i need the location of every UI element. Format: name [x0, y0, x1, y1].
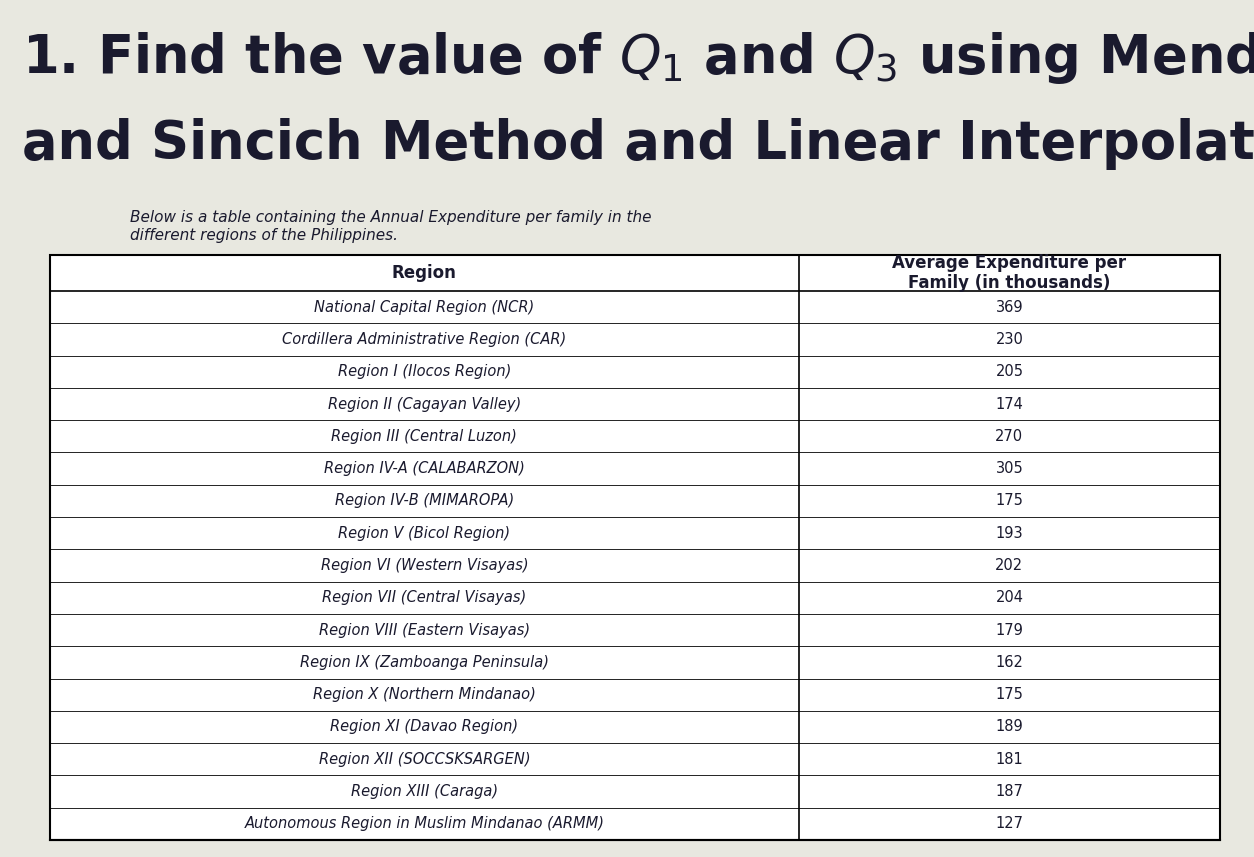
Text: Region IV-A (CALABARZON): Region IV-A (CALABARZON)	[324, 461, 525, 476]
Bar	[50, 255, 1220, 840]
Text: National Capital Region (NCR): National Capital Region (NCR)	[315, 300, 534, 315]
Text: 175: 175	[996, 687, 1023, 702]
Text: 270: 270	[996, 428, 1023, 444]
Text: 175: 175	[996, 494, 1023, 508]
Text: and Sincich Method and Linear Interpolation.: and Sincich Method and Linear Interpolat…	[23, 118, 1254, 170]
Text: 162: 162	[996, 655, 1023, 670]
Text: 369: 369	[996, 300, 1023, 315]
Text: Region III (Central Luzon): Region III (Central Luzon)	[331, 428, 518, 444]
Text: Region: Region	[393, 264, 456, 282]
Text: 305: 305	[996, 461, 1023, 476]
Text: Region VIII (Eastern Visayas): Region VIII (Eastern Visayas)	[319, 622, 530, 638]
Text: Region VII (Central Visayas): Region VII (Central Visayas)	[322, 590, 527, 605]
Text: Region IV-B (MIMAROPA): Region IV-B (MIMAROPA)	[335, 494, 514, 508]
Text: 174: 174	[996, 397, 1023, 411]
Text: 204: 204	[996, 590, 1023, 605]
Text: Region X (Northern Mindanao): Region X (Northern Mindanao)	[314, 687, 535, 702]
Text: Region XI (Davao Region): Region XI (Davao Region)	[330, 720, 518, 734]
Text: 187: 187	[996, 784, 1023, 799]
Text: 189: 189	[996, 720, 1023, 734]
Text: Region V (Bicol Region): Region V (Bicol Region)	[339, 525, 510, 541]
Text: Cordillera Administrative Region (CAR): Cordillera Administrative Region (CAR)	[282, 332, 567, 347]
Text: Region II (Cagayan Valley): Region II (Cagayan Valley)	[327, 397, 520, 411]
Text: Region VI (Western Visayas): Region VI (Western Visayas)	[321, 558, 528, 573]
Text: Below is a table containing the Annual Expenditure per family in the: Below is a table containing the Annual E…	[130, 210, 652, 225]
Text: 1. Find the value of $Q_1$ and $Q_3$ using Mendenhall: 1. Find the value of $Q_1$ and $Q_3$ usi…	[23, 30, 1254, 86]
Text: 205: 205	[996, 364, 1023, 380]
Text: Region XII (SOCCSKSARGEN): Region XII (SOCCSKSARGEN)	[319, 752, 530, 767]
Text: Average Expenditure per
Family (in thousands): Average Expenditure per Family (in thous…	[893, 254, 1126, 292]
Text: 193: 193	[996, 525, 1023, 541]
Text: 202: 202	[996, 558, 1023, 573]
Text: 127: 127	[996, 817, 1023, 831]
Text: Region I (Ilocos Region): Region I (Ilocos Region)	[337, 364, 512, 380]
Text: 230: 230	[996, 332, 1023, 347]
Text: 181: 181	[996, 752, 1023, 767]
Text: Region IX (Zamboanga Peninsula): Region IX (Zamboanga Peninsula)	[300, 655, 549, 670]
Text: Autonomous Region in Muslim Mindanao (ARMM): Autonomous Region in Muslim Mindanao (AR…	[245, 817, 604, 831]
Text: Region XIII (Caraga): Region XIII (Caraga)	[351, 784, 498, 799]
Text: different regions of the Philippines.: different regions of the Philippines.	[130, 228, 398, 243]
Text: 179: 179	[996, 622, 1023, 638]
